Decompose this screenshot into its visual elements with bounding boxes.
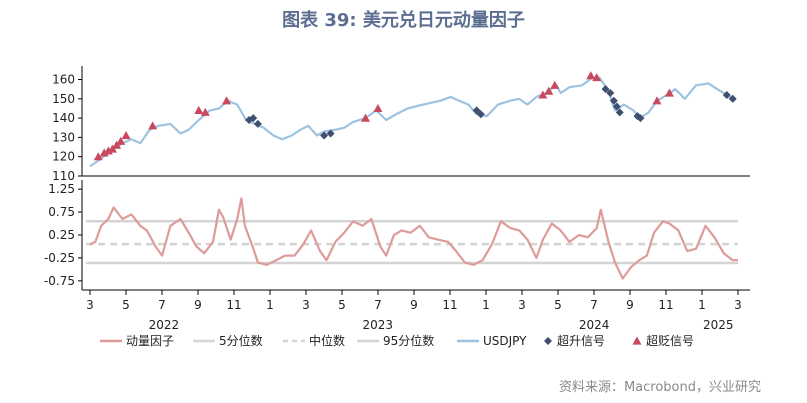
top-y-tick-label: 150 xyxy=(52,92,75,106)
sell-signal-marker xyxy=(652,96,662,105)
x-tick-label: 5 xyxy=(122,298,130,312)
sell-signal-marker xyxy=(361,113,371,122)
legend-label-momentum: 动量因子 xyxy=(126,334,174,348)
legend-label-p95: 95分位数 xyxy=(383,333,434,348)
source-note: 资料来源：Macrobond，兴业研究 xyxy=(558,380,761,395)
sell-signal-marker xyxy=(538,90,548,99)
x-tick-label: 9 xyxy=(626,298,634,312)
x-tick-label: 3 xyxy=(518,298,526,312)
momentum-series-line xyxy=(89,197,738,280)
legend-label-p5: 5分位数 xyxy=(219,333,263,348)
x-tick-label: 3 xyxy=(302,298,310,312)
top-y-tick-label: 130 xyxy=(52,130,75,144)
sell-signal-marker xyxy=(373,103,383,113)
top-y-tick-label: 110 xyxy=(52,169,75,183)
x-tick-label: 1 xyxy=(482,298,490,312)
sell-signal-marker xyxy=(200,107,210,116)
bottom-y-tick-label: -0.25 xyxy=(44,251,75,265)
buy-signal-marker xyxy=(249,114,258,123)
sell-signal-marker xyxy=(586,71,596,80)
legend-label-median: 中位数 xyxy=(309,333,345,348)
x-year-label: 2025 xyxy=(703,318,734,332)
legend-swatch-sell_signal xyxy=(632,336,642,345)
sell-signal-marker xyxy=(148,121,158,130)
x-tick-label: 5 xyxy=(554,298,562,312)
legend-swatch-buy_signal xyxy=(544,337,552,345)
x-tick-label: 3 xyxy=(86,298,94,312)
top-y-tick-label: 120 xyxy=(52,150,75,164)
bottom-y-tick-label: 0.25 xyxy=(48,228,75,242)
x-tick-label: 9 xyxy=(410,298,418,312)
x-year-label: 2022 xyxy=(149,318,180,332)
buy-signal-marker xyxy=(606,89,615,98)
usdjpy-panel: 110 120 130 140 150 160 xyxy=(52,66,750,183)
bottom-y-tick-label: -0.75 xyxy=(44,274,75,288)
sell-signal-marker xyxy=(93,152,103,161)
buy-signal-marker xyxy=(253,119,262,128)
x-tick-label: 1 xyxy=(698,298,706,312)
legend-label-buy_signal: 超升信号 xyxy=(557,333,605,348)
x-tick-label: 11 xyxy=(442,298,457,312)
x-tick-label: 11 xyxy=(658,298,673,312)
x-year-label: 2024 xyxy=(579,318,610,332)
legend-label-sell_signal: 超贬信号 xyxy=(646,333,694,348)
chart-title: 图表 39: 美元兑日元动量因子 xyxy=(282,10,525,31)
buy-signal-marker xyxy=(722,90,731,99)
buy-signal-marker xyxy=(601,85,610,94)
x-year-label: 2023 xyxy=(362,318,393,332)
sell-signal-marker xyxy=(121,130,131,140)
buy-signal-marker xyxy=(320,131,329,140)
top-y-tick-label: 140 xyxy=(52,111,75,125)
x-tick-label: 7 xyxy=(590,298,598,312)
sell-signal-marker xyxy=(544,86,554,95)
legend: 动量因子 5分位数 中位数 95分位数 USDJPY 超升信号 超贬信号 xyxy=(100,333,694,348)
usdjpy-series-line xyxy=(89,76,737,168)
x-tick-label: 9 xyxy=(194,298,202,312)
momentum-panel: 1.25 0.75 0.25 -0.25 -0.75 xyxy=(44,180,750,291)
sell-signal-marker xyxy=(222,96,232,105)
x-tick-label: 11 xyxy=(226,298,241,312)
buy-signal-marker xyxy=(612,102,621,111)
sell-signal-marker xyxy=(194,105,204,114)
buy-signal-marker xyxy=(326,129,335,138)
buy-signal-marker xyxy=(609,96,618,105)
buy-signal-marker xyxy=(728,94,737,103)
sell-signal-marker xyxy=(116,136,126,145)
sell-signal-marker xyxy=(550,80,560,89)
x-tick-label: 1 xyxy=(266,298,274,312)
x-tick-label: 5 xyxy=(338,298,346,312)
legend-label-usdjpy: USDJPY xyxy=(483,334,527,348)
buy-signal-marker xyxy=(476,110,485,119)
bottom-y-tick-label: 1.25 xyxy=(48,182,75,196)
sell-signal-marker xyxy=(664,88,674,97)
buy-signal-marker xyxy=(636,114,645,123)
x-tick-label: 7 xyxy=(158,298,166,312)
bottom-y-tick-label: 0.75 xyxy=(48,205,75,219)
x-tick-label: 7 xyxy=(374,298,382,312)
top-y-tick-label: 160 xyxy=(52,73,75,87)
x-tick-label: 3 xyxy=(734,298,742,312)
sell-signal-marker xyxy=(592,73,602,82)
buy-signal-marker xyxy=(615,108,624,117)
